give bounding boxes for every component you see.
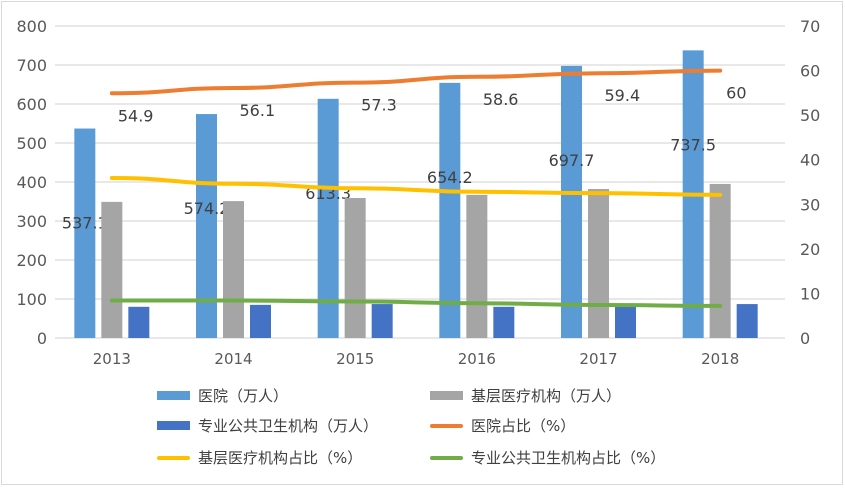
left-axis-tick-label: 400 bbox=[16, 173, 47, 192]
legend-swatch bbox=[430, 423, 463, 428]
legend-label: 基层医疗机构占比（%） bbox=[198, 449, 363, 467]
x-axis-tick-label: 2016 bbox=[458, 350, 496, 368]
legend-label: 基层医疗机构（万人） bbox=[471, 387, 622, 405]
left-axis-tick-label: 600 bbox=[16, 95, 47, 114]
right-axis-tick-label: 40 bbox=[800, 151, 820, 170]
left-axis-tick-label: 500 bbox=[16, 134, 47, 153]
bar bbox=[74, 128, 96, 338]
legend-swatch bbox=[157, 391, 190, 400]
legend-swatch bbox=[157, 421, 190, 430]
legend-label: 专业公共卫生机构（万人） bbox=[198, 417, 379, 435]
legend-item-public-health: 专业公共卫生机构（万人） bbox=[157, 415, 378, 436]
line-data-label: 54.9 bbox=[118, 106, 154, 125]
bar bbox=[250, 304, 271, 338]
line-data-label: 59.4 bbox=[605, 86, 641, 105]
legend-swatch bbox=[430, 391, 463, 400]
left-axis-tick-label: 200 bbox=[16, 251, 47, 270]
bar bbox=[709, 183, 731, 338]
bar bbox=[615, 306, 636, 338]
bar-data-label: 574.2 bbox=[184, 199, 230, 218]
bar bbox=[736, 304, 758, 338]
legend-label: 医院（万人） bbox=[198, 387, 289, 405]
legend-item-hospital: 医院（万人） bbox=[157, 385, 288, 406]
right-axis-tick-label: 10 bbox=[800, 284, 820, 303]
bar bbox=[439, 82, 461, 338]
bar bbox=[196, 114, 217, 338]
legend-label: 专业公共卫生机构占比（%） bbox=[471, 449, 666, 467]
left-axis-tick-label: 300 bbox=[16, 212, 47, 231]
bar bbox=[223, 201, 244, 338]
right-axis-tick-label: 20 bbox=[800, 240, 820, 259]
bar bbox=[371, 304, 393, 338]
x-axis-tick-label: 2013 bbox=[93, 350, 131, 368]
line-series bbox=[109, 298, 723, 308]
legend-item-hospital-share: 医院占比（%） bbox=[430, 415, 575, 436]
bar bbox=[588, 189, 609, 338]
line-series bbox=[109, 68, 723, 96]
bar bbox=[317, 98, 339, 338]
legend-swatch bbox=[430, 455, 463, 460]
bar bbox=[344, 197, 366, 338]
bar bbox=[128, 306, 150, 338]
legend-item-primary-care: 基层医疗机构（万人） bbox=[430, 385, 621, 406]
legend-item-public-share: 专业公共卫生机构占比（%） bbox=[430, 447, 665, 468]
line-data-label: 57.3 bbox=[361, 96, 397, 115]
line-data-label: 60 bbox=[726, 84, 746, 103]
bar-data-label: 537.1 bbox=[62, 214, 108, 233]
right-axis-tick-label: 30 bbox=[800, 195, 820, 214]
legend-swatch bbox=[157, 455, 190, 460]
left-axis-tick-label: 0 bbox=[37, 329, 47, 348]
line-data-label: 58.6 bbox=[483, 90, 519, 109]
right-axis-tick-label: 0 bbox=[800, 329, 810, 348]
x-axis-tick-label: 2015 bbox=[336, 350, 374, 368]
left-axis-tick-label: 100 bbox=[16, 290, 47, 309]
x-axis-tick-label: 2014 bbox=[214, 350, 252, 368]
bar bbox=[493, 306, 515, 338]
bar bbox=[561, 65, 582, 338]
x-axis-tick-label: 2018 bbox=[701, 350, 739, 368]
right-axis-tick-label: 70 bbox=[800, 17, 820, 36]
line-series bbox=[109, 175, 723, 197]
legend-label: 医院占比（%） bbox=[471, 417, 576, 435]
bar-data-label: 737.5 bbox=[670, 135, 716, 154]
legend-item-primary-share: 基层医疗机构占比（%） bbox=[157, 447, 362, 468]
bar-data-label: 654.2 bbox=[427, 168, 473, 187]
bar bbox=[101, 201, 123, 338]
left-axis-tick-label: 800 bbox=[16, 17, 47, 36]
right-axis-tick-label: 60 bbox=[800, 62, 820, 81]
right-axis-tick-label: 50 bbox=[800, 106, 820, 125]
x-axis-tick-label: 2017 bbox=[579, 350, 617, 368]
left-axis-tick-label: 700 bbox=[16, 56, 47, 75]
bar bbox=[466, 194, 488, 338]
bar-data-label: 697.7 bbox=[549, 151, 595, 170]
line-data-label: 56.1 bbox=[240, 101, 276, 120]
